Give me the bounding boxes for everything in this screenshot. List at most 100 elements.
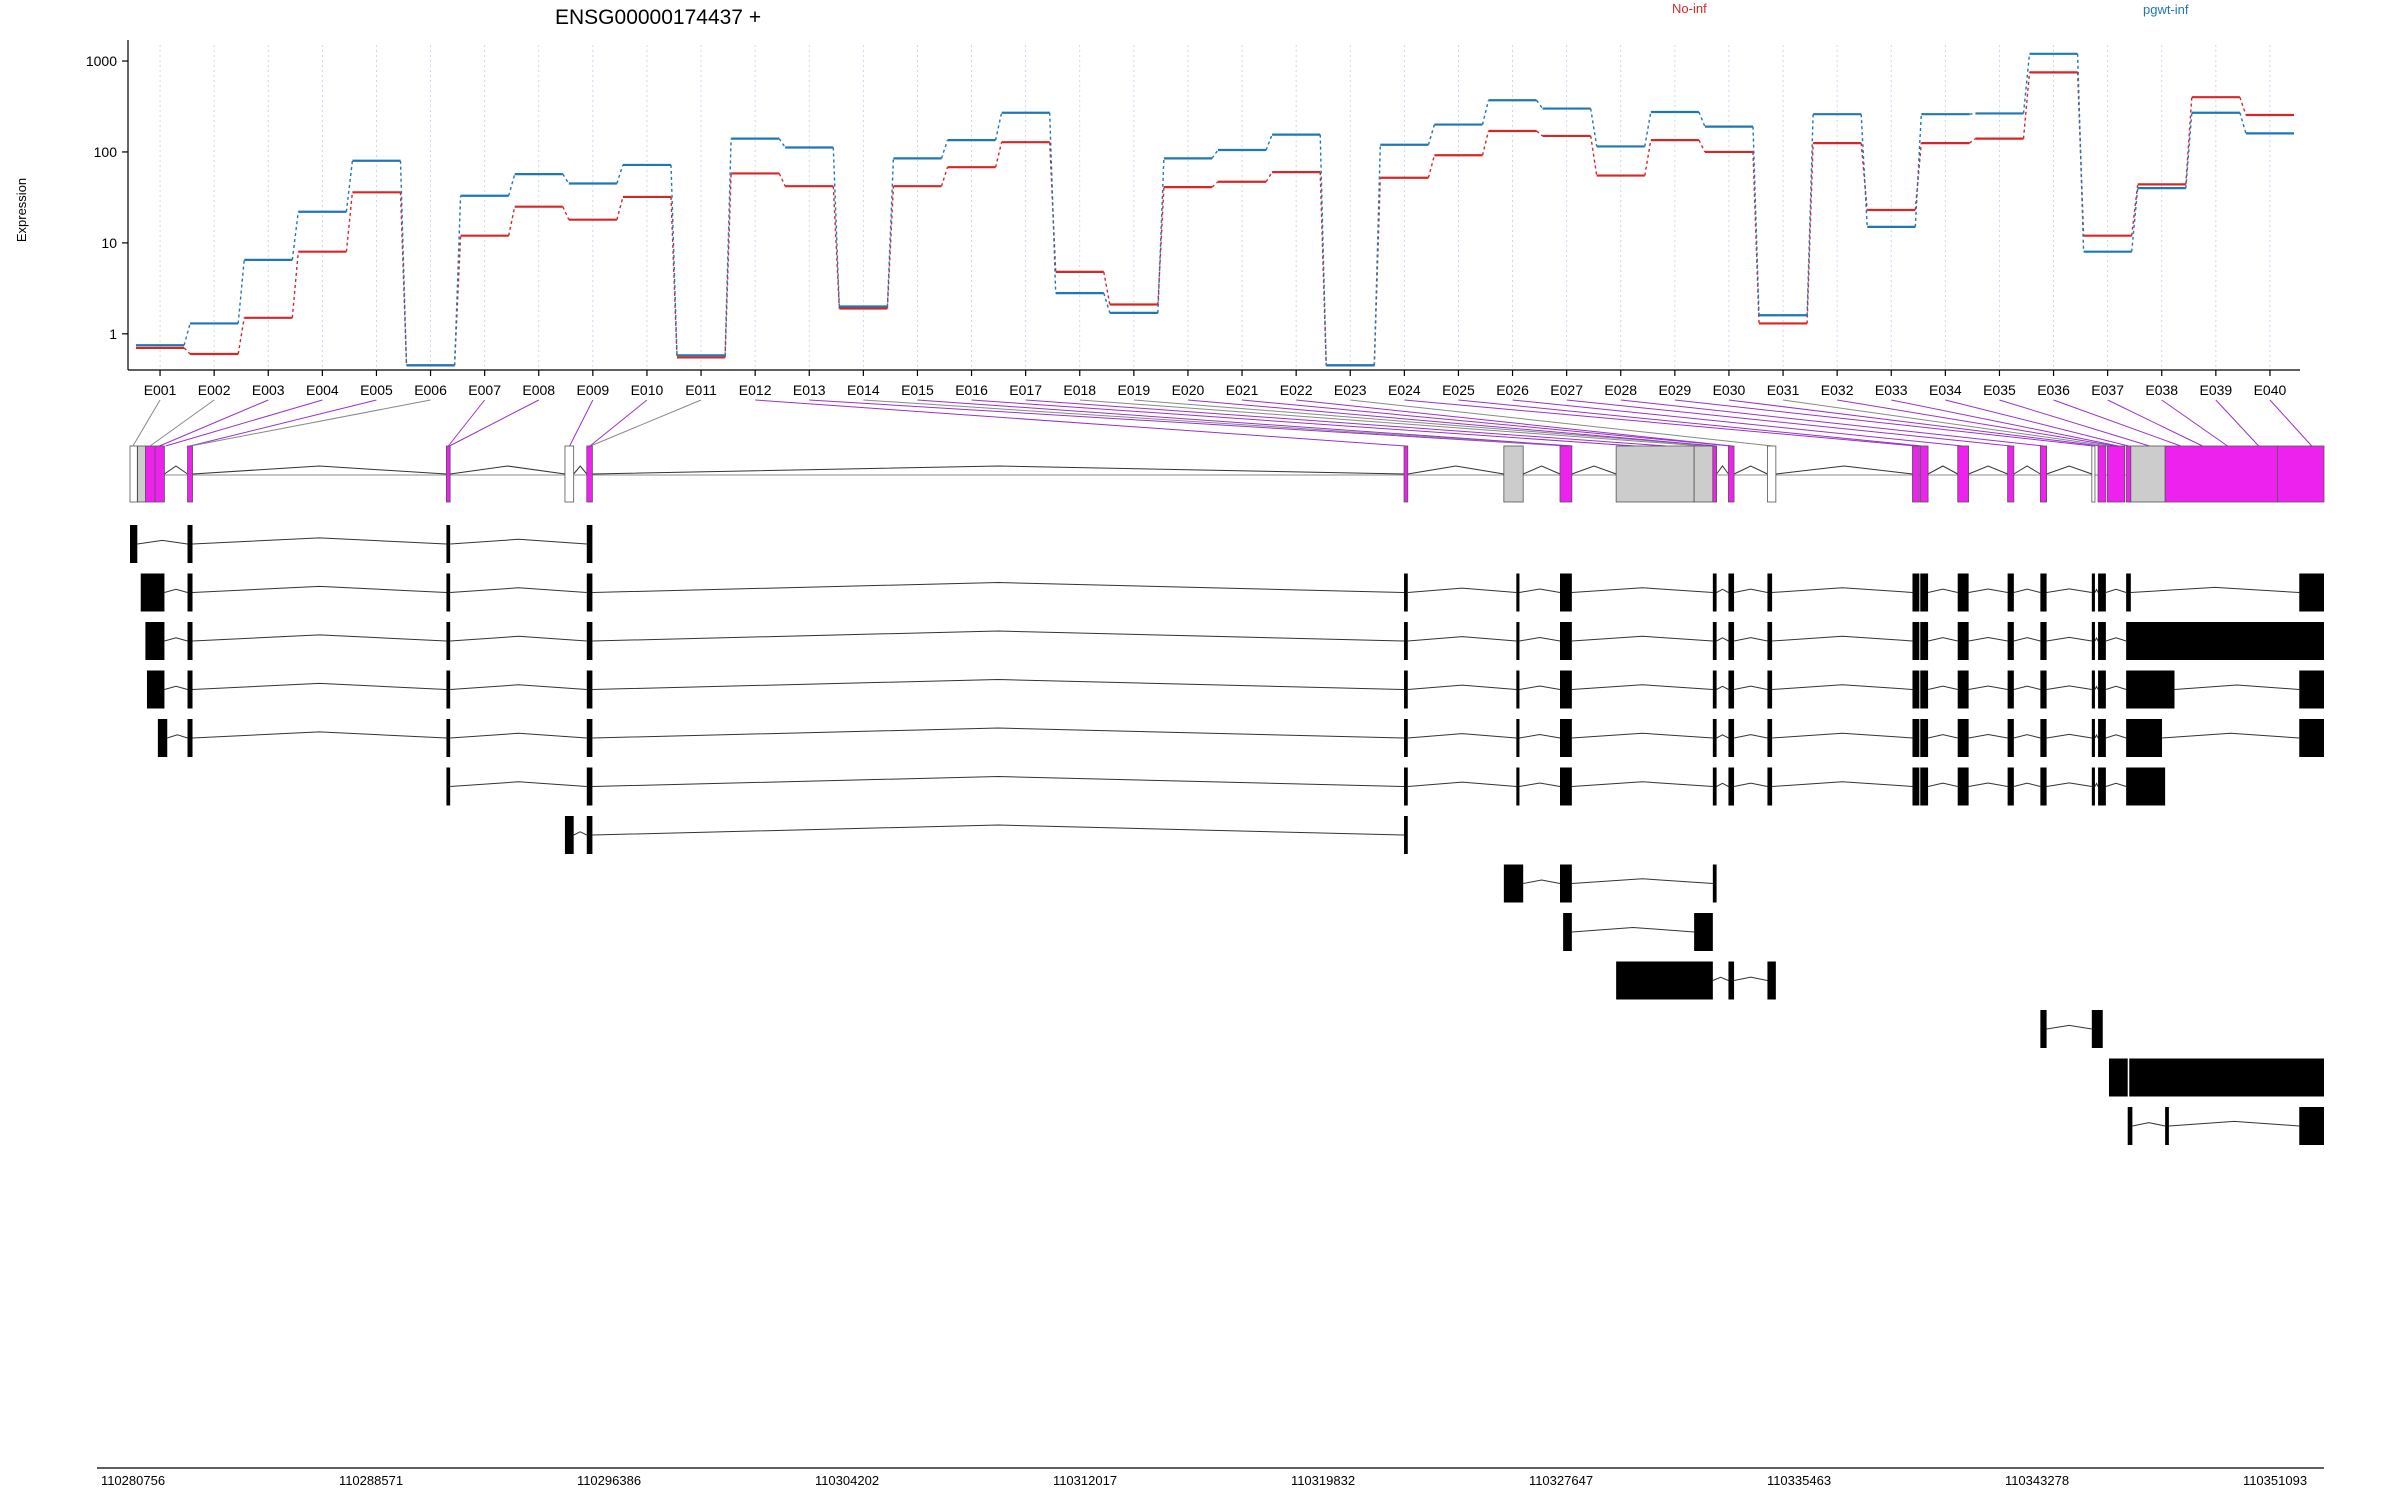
y-axis-label: Expression — [14, 178, 29, 242]
exon-mapping-line — [1945, 399, 2129, 447]
transcript-exon — [140, 573, 165, 612]
x-tick-label: E005 — [360, 382, 393, 398]
series-connector — [670, 196, 678, 358]
series-connector — [453, 235, 462, 366]
transcript-exon — [1559, 573, 1572, 612]
gene-intron — [1927, 465, 1958, 475]
transcript — [140, 573, 2324, 612]
exon-mapping-line — [159, 399, 269, 447]
transcript-exon — [1728, 961, 1735, 1000]
exon-mapping-line — [1837, 399, 2116, 447]
series-connector — [1698, 111, 1706, 127]
transcript-exon — [1920, 573, 1929, 612]
transcript-intron — [592, 775, 1405, 787]
series-connector — [562, 173, 570, 184]
transcript-exon — [2108, 1058, 2128, 1097]
transcript-intron — [1716, 685, 1729, 690]
transcript-exon — [1920, 670, 1929, 709]
transcript-intron — [137, 539, 188, 545]
transcript-exon — [187, 573, 193, 612]
x-tick-label: E034 — [1929, 382, 1962, 398]
transcript-intron — [2094, 782, 2099, 787]
coordinate-tick-label: 110327647 — [1529, 1473, 1593, 1488]
transcript-exon — [1728, 767, 1735, 806]
transcript-exon — [1516, 767, 1520, 806]
gene-model-exon — [1712, 445, 1717, 503]
transcript-intron — [2161, 732, 2300, 739]
transcript-exon — [2040, 573, 2047, 612]
transcript-intron — [1571, 781, 1713, 787]
transcript-exon — [586, 573, 593, 612]
series-connector — [1265, 134, 1273, 151]
gene-model-exon — [2007, 445, 2015, 503]
series-connector — [1157, 187, 1165, 305]
transcript-exon — [1712, 719, 1717, 757]
gene-model — [129, 445, 2325, 503]
transcript-intron — [1733, 685, 1768, 690]
x-tick-label: E020 — [1172, 382, 1205, 398]
transcript-intron — [592, 727, 1405, 739]
series-connector — [616, 196, 624, 220]
transcript-exon — [1920, 767, 1929, 806]
exon-mapping-line — [1674, 399, 2094, 447]
transcript-exon — [2091, 1010, 2103, 1048]
gene-model-exon — [187, 445, 193, 503]
gene-model-exon — [564, 445, 575, 503]
x-tick-label: E019 — [1117, 382, 1150, 398]
transcript-exon — [2126, 573, 2131, 612]
transcript-exon — [1503, 864, 1524, 903]
series-connector — [670, 164, 678, 356]
coordinate-tick-label: 110319832 — [1291, 1473, 1355, 1488]
exon-mapping-line — [165, 399, 323, 447]
transcript-intron — [1519, 733, 1561, 739]
exon-mapping-line — [132, 399, 161, 447]
gene-model-exon — [1767, 445, 1777, 503]
transcript-exon — [1694, 913, 1713, 951]
transcript-exon — [2007, 573, 2014, 612]
exon-mapping-line — [1782, 399, 2110, 447]
series-connector — [345, 192, 354, 252]
series-connector — [291, 211, 299, 260]
gene-model-exon — [1912, 445, 1920, 503]
transcript-intron — [1407, 733, 1517, 739]
x-tick-label: E014 — [847, 382, 880, 398]
transcript-exon — [2299, 573, 2324, 612]
series-connector — [1536, 130, 1544, 137]
transcript-exon — [157, 719, 168, 757]
gene-model-exon — [137, 445, 146, 503]
series-connector — [832, 147, 840, 307]
exon-mapping-line — [1025, 399, 1667, 447]
series-connector — [1806, 143, 1814, 324]
exon-mapping-line — [755, 399, 1406, 447]
exon-mapping-line — [1242, 399, 1731, 447]
series-connector — [1914, 143, 1922, 211]
exon-mapping-line — [1999, 399, 2150, 447]
transcript-intron — [164, 588, 188, 593]
series-connector — [2185, 97, 2193, 185]
transcript-exon — [1728, 670, 1735, 709]
transcript — [2127, 1107, 2324, 1145]
series-connector — [183, 347, 191, 355]
gene-intron — [1733, 465, 1768, 475]
series-connector — [2022, 72, 2031, 139]
transcript-exon — [586, 719, 593, 757]
transcript-intron — [2046, 733, 2092, 739]
transcript-exon — [1616, 961, 1713, 1000]
x-tick-label: E021 — [1226, 382, 1259, 398]
series-connector — [832, 186, 840, 309]
x-tick-label: E031 — [1767, 382, 1800, 398]
series-connector — [1644, 139, 1652, 176]
transcript-exon — [2098, 719, 2106, 757]
transcript — [145, 622, 2324, 660]
transcript-exon — [2091, 719, 2095, 757]
transcript-intron — [2013, 637, 2041, 642]
transcript-exon — [2299, 719, 2324, 757]
exon-mapping-line — [149, 399, 215, 447]
transcript-exon — [1559, 767, 1572, 806]
transcript-intron — [2094, 685, 2099, 690]
series-connector — [399, 160, 408, 366]
transcript-intron — [1733, 637, 1768, 642]
exon-mapping-line — [447, 399, 486, 447]
series-connector — [1590, 135, 1598, 176]
gene-model-exon — [2130, 445, 2166, 503]
